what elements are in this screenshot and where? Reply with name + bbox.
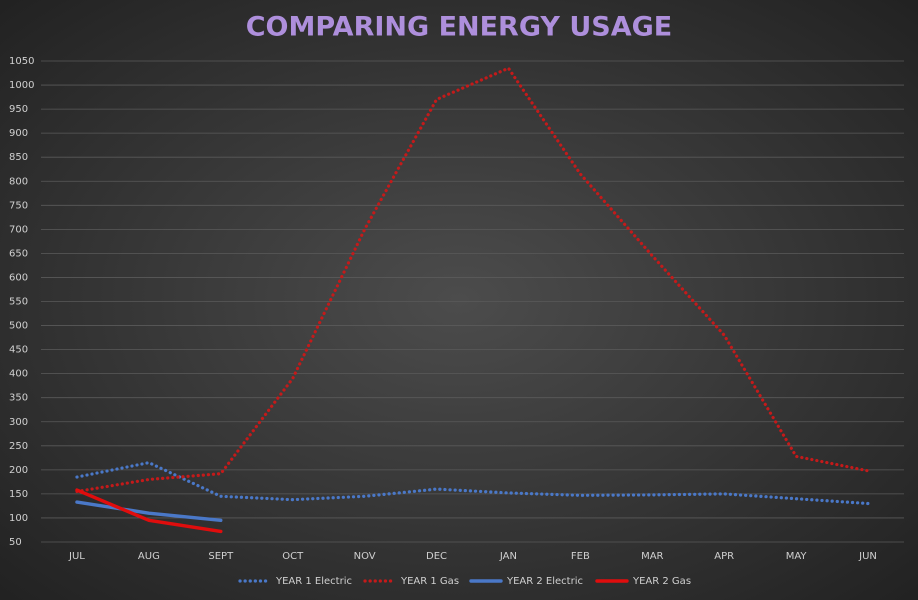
y-tick-label: 350 xyxy=(9,393,28,404)
y-tick-label: 200 xyxy=(9,465,28,476)
x-tick-label: MAY xyxy=(786,551,808,562)
x-tick-label: SEPT xyxy=(208,551,234,562)
y-tick-label: 150 xyxy=(9,489,28,500)
y-tick-label: 250 xyxy=(9,441,28,452)
x-tick-label: JUN xyxy=(858,551,877,562)
legend-label: YEAR 2 Gas xyxy=(632,576,691,587)
y-tick-label: 50 xyxy=(9,537,22,548)
y-tick-label: 450 xyxy=(9,345,28,356)
y-tick-label: 500 xyxy=(9,321,28,332)
data-line xyxy=(75,66,870,494)
y-tick-label: 650 xyxy=(9,248,28,259)
x-tick-label: NOV xyxy=(354,551,376,562)
y-tick-label: 750 xyxy=(9,200,28,211)
x-tick-label: OCT xyxy=(282,551,304,562)
data-line xyxy=(75,488,223,534)
x-tick-label: JAN xyxy=(499,551,517,562)
x-tick-label: AUG xyxy=(138,551,160,562)
y-tick-label: 900 xyxy=(9,128,28,139)
y-tick-label: 1050 xyxy=(9,56,34,67)
chart-title: COMPARING ENERGY USAGE xyxy=(246,12,673,43)
legend-label: YEAR 1 Electric xyxy=(275,576,352,587)
data-line xyxy=(75,500,223,523)
legend-label: YEAR 1 Gas xyxy=(400,576,459,587)
y-tick-label: 600 xyxy=(9,272,28,283)
y-tick-label: 100 xyxy=(9,513,28,524)
y-tick-label: 300 xyxy=(9,417,28,428)
y-tick-label: 950 xyxy=(9,104,28,115)
x-tick-label: JUL xyxy=(68,551,85,562)
y-tick-label: 400 xyxy=(9,369,28,380)
x-tick-label: FEB xyxy=(571,551,590,562)
y-tick-label: 800 xyxy=(9,176,28,187)
y-tick-label: 550 xyxy=(9,297,28,308)
x-tick-label: DEC xyxy=(426,551,447,562)
legend-label: YEAR 2 Electric xyxy=(506,576,583,587)
x-tick-label: MAR xyxy=(641,551,663,562)
y-tick-label: 1000 xyxy=(9,80,34,91)
y-tick-label: 700 xyxy=(9,224,28,235)
y-tick-label: 850 xyxy=(9,152,28,163)
x-tick-label: APR xyxy=(714,551,734,562)
data-line xyxy=(75,461,870,506)
